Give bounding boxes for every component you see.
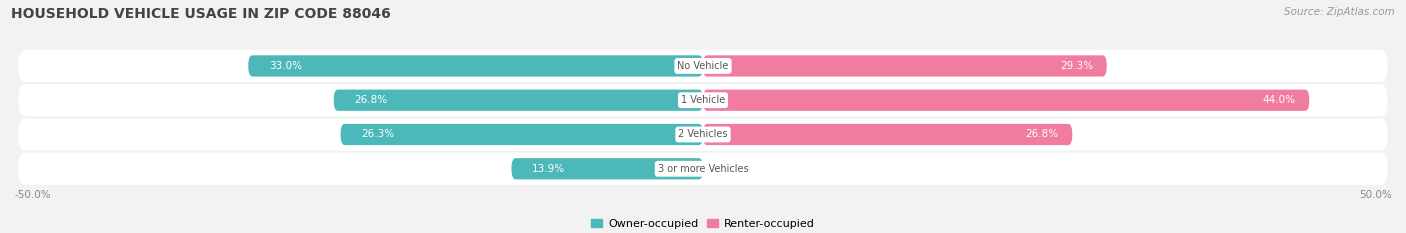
FancyBboxPatch shape: [703, 55, 1107, 77]
FancyBboxPatch shape: [703, 124, 1073, 145]
Text: 29.3%: 29.3%: [1060, 61, 1092, 71]
Text: 26.3%: 26.3%: [361, 130, 395, 140]
Text: 3 or more Vehicles: 3 or more Vehicles: [658, 164, 748, 174]
FancyBboxPatch shape: [18, 118, 1388, 151]
FancyBboxPatch shape: [340, 124, 703, 145]
FancyBboxPatch shape: [18, 84, 1388, 116]
Text: HOUSEHOLD VEHICLE USAGE IN ZIP CODE 88046: HOUSEHOLD VEHICLE USAGE IN ZIP CODE 8804…: [11, 7, 391, 21]
Text: 26.8%: 26.8%: [1025, 130, 1059, 140]
FancyBboxPatch shape: [333, 90, 703, 111]
Text: 13.9%: 13.9%: [531, 164, 565, 174]
Text: 50.0%: 50.0%: [1360, 190, 1392, 200]
Text: -50.0%: -50.0%: [14, 190, 51, 200]
Text: 0.0%: 0.0%: [724, 164, 749, 174]
FancyBboxPatch shape: [18, 153, 1388, 185]
Text: 26.8%: 26.8%: [354, 95, 388, 105]
FancyBboxPatch shape: [512, 158, 703, 179]
Text: Source: ZipAtlas.com: Source: ZipAtlas.com: [1284, 7, 1395, 17]
Text: 44.0%: 44.0%: [1263, 95, 1295, 105]
FancyBboxPatch shape: [703, 90, 1309, 111]
Legend: Owner-occupied, Renter-occupied: Owner-occupied, Renter-occupied: [586, 214, 820, 233]
Text: No Vehicle: No Vehicle: [678, 61, 728, 71]
Text: 2 Vehicles: 2 Vehicles: [678, 130, 728, 140]
FancyBboxPatch shape: [18, 50, 1388, 82]
Text: 33.0%: 33.0%: [269, 61, 302, 71]
FancyBboxPatch shape: [249, 55, 703, 77]
Text: 1 Vehicle: 1 Vehicle: [681, 95, 725, 105]
